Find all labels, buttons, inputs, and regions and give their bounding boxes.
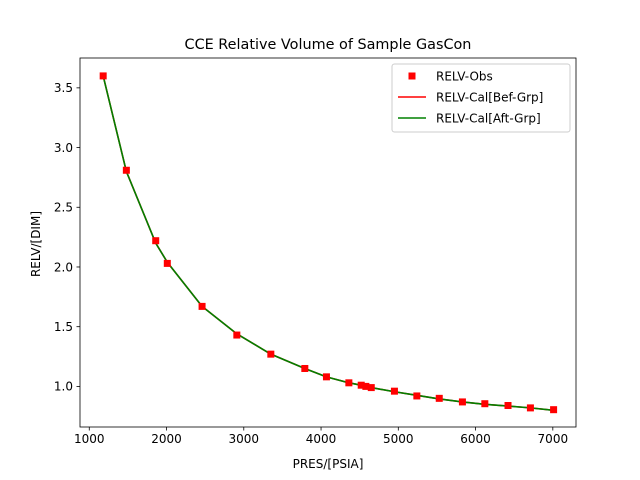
axes-frame	[79, 57, 577, 428]
data-point-relv-obs	[301, 364, 309, 372]
x-tick-label: 2000	[151, 432, 182, 446]
legend-entry-relv-obs: RELV-Obs	[436, 69, 493, 83]
y-tick-label: 2.0	[54, 260, 73, 274]
x-tick-label: 4000	[306, 432, 337, 446]
data-point-relv-obs	[122, 166, 130, 174]
data-point-relv-obs	[362, 382, 370, 390]
y-axis: 1.0 1.5 2.0 2.5 3.0 3.5	[54, 81, 80, 394]
x-tick-label: 1000	[74, 432, 105, 446]
data-point-relv-obs	[345, 379, 353, 387]
data-point-relv-obs	[163, 259, 171, 267]
data-point-relv-obs	[504, 402, 512, 410]
y-tick-label: 3.0	[54, 141, 73, 155]
data-point-relv-obs	[526, 404, 534, 412]
data-point-relv-obs	[458, 398, 466, 406]
data-point-relv-obs	[233, 331, 241, 339]
x-tick-label: 3000	[229, 432, 260, 446]
x-axis-label: PRES/[PSIA]	[293, 457, 364, 471]
data-point-relv-obs	[357, 381, 365, 389]
data-point-relv-obs	[435, 394, 443, 402]
x-tick-label: 5000	[383, 432, 414, 446]
x-tick-label: 6000	[460, 432, 491, 446]
data-point-relv-obs	[390, 387, 398, 395]
data-point-relv-obs	[99, 72, 107, 80]
y-tick-label: 1.5	[54, 320, 73, 334]
y-tick-label: 2.5	[54, 201, 73, 215]
x-axis: 1000 2000 3000 4000 5000 6000 7000	[74, 427, 568, 446]
data-point-relv-obs	[322, 373, 330, 381]
legend-box	[391, 63, 571, 133]
legend: RELV-Obs RELV-Cal[Bef-Grp] RELV-Cal[Aft-Gr…	[391, 63, 571, 133]
data-point-relv-obs	[267, 350, 275, 358]
data-point-relv-obs	[550, 406, 558, 414]
data-point-relv-obs	[413, 392, 421, 400]
legend-swatch-marker	[408, 72, 416, 80]
data-point-relv-obs	[152, 237, 160, 245]
x-tick-label: 7000	[538, 432, 569, 446]
y-axis-label: RELV/[DIM]	[29, 211, 43, 277]
data-point-relv-obs	[198, 302, 206, 310]
y-tick-label: 3.5	[54, 81, 73, 95]
chart-title: CCE Relative Volume of Sample GasCon	[185, 37, 472, 53]
data-point-relv-obs	[481, 400, 489, 408]
legend-entry-relv-cal-bef-grp: RELV-Cal[Bef-Grp]	[436, 90, 543, 104]
data-point-relv-obs	[367, 384, 375, 392]
plot-area	[79, 57, 577, 428]
y-tick-label: 1.0	[54, 380, 73, 394]
legend-entry-relv-cal-aft-grp: RELV-Cal[Aft-Grp]	[436, 111, 541, 125]
